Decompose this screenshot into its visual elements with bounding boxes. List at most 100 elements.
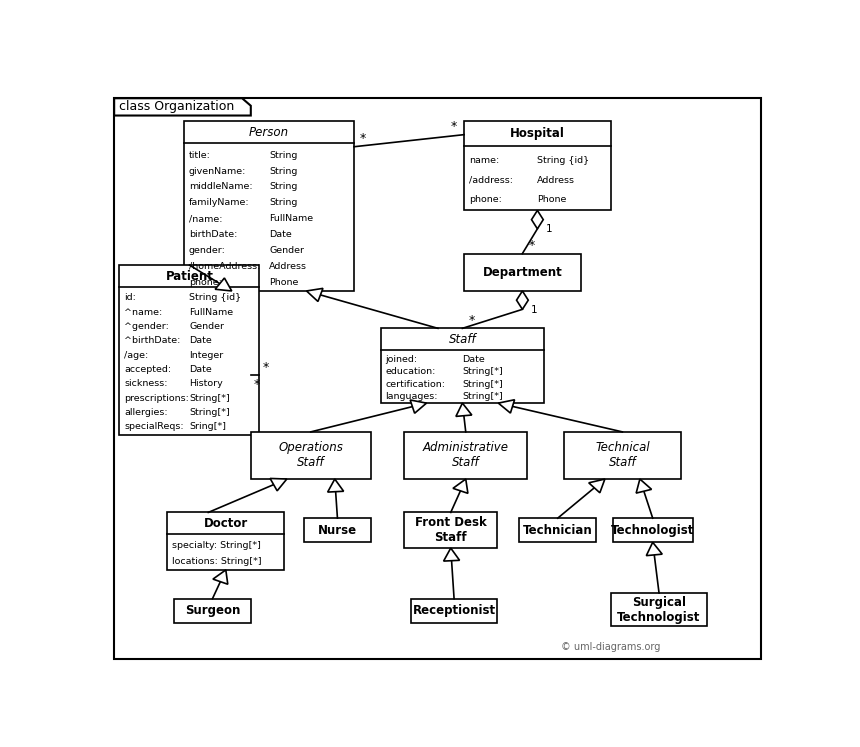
Polygon shape [410,400,427,413]
Polygon shape [517,291,528,309]
Text: ^gender:: ^gender: [124,322,169,331]
Text: Address: Address [538,176,575,185]
Polygon shape [456,403,472,416]
Text: String[*]: String[*] [463,368,503,376]
Text: 1: 1 [531,305,537,314]
Text: Technologist: Technologist [611,524,694,537]
Text: String: String [269,199,298,208]
FancyBboxPatch shape [612,518,692,542]
FancyBboxPatch shape [611,593,707,626]
Text: *: * [529,239,535,252]
Text: *: * [255,378,261,391]
Text: sickness:: sickness: [124,379,168,388]
Polygon shape [647,542,662,556]
Text: Integer: Integer [189,350,224,360]
Text: birthDate:: birthDate: [189,230,237,239]
Text: Hospital: Hospital [510,127,565,140]
Text: Date: Date [463,355,485,364]
FancyBboxPatch shape [381,329,544,403]
Text: String: String [269,151,298,160]
Text: Department: Department [482,266,562,279]
Text: Person: Person [249,125,289,139]
Text: /age:: /age: [124,350,149,360]
FancyBboxPatch shape [251,432,371,479]
FancyBboxPatch shape [404,432,527,479]
FancyBboxPatch shape [168,512,284,570]
Text: Phone: Phone [538,195,567,204]
Text: specialty: String[*]: specialty: String[*] [172,542,261,551]
FancyBboxPatch shape [174,598,251,623]
Text: allergies:: allergies: [124,408,168,417]
Text: ^birthDate:: ^birthDate: [124,336,181,345]
Text: *: * [263,361,269,374]
Text: certification:: certification: [385,379,445,388]
Text: Technician: Technician [523,524,593,537]
Text: String {id}: String {id} [189,294,242,303]
FancyBboxPatch shape [564,432,681,479]
FancyBboxPatch shape [519,518,596,542]
Text: Administrative
Staff: Administrative Staff [423,441,509,469]
Text: givenName:: givenName: [189,167,246,176]
Text: Operations
Staff: Operations Staff [279,441,343,469]
Text: Nurse: Nurse [318,524,357,537]
Text: Staff: Staff [449,332,476,346]
Text: String[*]: String[*] [463,392,503,401]
FancyBboxPatch shape [184,121,354,291]
Text: ^name:: ^name: [124,308,163,317]
Text: /name:: /name: [189,214,223,223]
Polygon shape [328,479,344,492]
Text: name:: name: [469,156,499,165]
Polygon shape [215,278,231,291]
Text: familyName:: familyName: [189,199,249,208]
Text: String[*]: String[*] [189,408,230,417]
Text: History: History [189,379,224,388]
Text: Patient: Patient [165,270,213,282]
Text: String: String [269,167,298,176]
Text: FullName: FullName [269,214,313,223]
Text: © uml-diagrams.org: © uml-diagrams.org [561,642,660,652]
Text: Address: Address [269,262,307,271]
Text: String: String [269,182,298,191]
Text: prescriptions:: prescriptions: [124,394,189,403]
FancyBboxPatch shape [464,253,580,291]
Text: phone:: phone: [469,195,501,204]
Text: Date: Date [189,336,212,345]
FancyBboxPatch shape [411,598,497,623]
Polygon shape [531,211,544,229]
Text: /address:: /address: [469,176,513,185]
Text: locations: String[*]: locations: String[*] [172,557,261,566]
Text: class Organization: class Organization [120,100,235,114]
FancyBboxPatch shape [464,121,611,211]
Text: title:: title: [189,151,211,160]
Text: Gender: Gender [189,322,224,331]
Text: education:: education: [385,368,436,376]
Text: Gender: Gender [269,246,304,255]
Text: phone:: phone: [189,278,222,287]
FancyBboxPatch shape [404,512,497,548]
Text: Front Desk
Staff: Front Desk Staff [415,516,487,545]
Polygon shape [453,479,468,493]
Text: languages:: languages: [385,392,438,401]
Text: Surgical
Technologist: Surgical Technologist [617,595,701,624]
Text: Receptionist: Receptionist [413,604,495,617]
Text: Surgeon: Surgeon [185,604,240,617]
Text: id:: id: [124,294,136,303]
FancyBboxPatch shape [304,518,371,542]
Text: 1: 1 [545,224,552,235]
Text: Doctor: Doctor [204,517,248,530]
Polygon shape [498,400,514,413]
Text: gender:: gender: [189,246,225,255]
Text: Date: Date [269,230,292,239]
Polygon shape [213,570,228,584]
Polygon shape [270,478,286,491]
Polygon shape [636,479,652,493]
Text: middleName:: middleName: [189,182,253,191]
FancyBboxPatch shape [120,265,260,435]
Text: Date: Date [189,365,212,374]
Text: FullName: FullName [189,308,234,317]
Text: /homeAddress:: /homeAddress: [189,262,261,271]
Text: Phone: Phone [269,278,298,287]
Text: joined:: joined: [385,355,418,364]
Text: *: * [469,314,476,326]
Text: String[*]: String[*] [463,379,503,388]
